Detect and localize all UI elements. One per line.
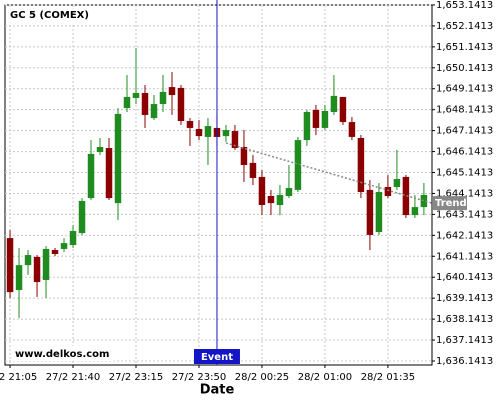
x-tick-label: 28/2 00:25 [235,372,289,383]
candle-body [87,153,95,199]
trend-label: Trend [435,198,467,209]
y-tick-label: 1,647.1413 [436,126,493,137]
candle-body [222,130,230,137]
x-tick-label: 27/2 23:15 [109,372,163,383]
x-tick-label: 27/2 21:40 [46,372,100,383]
candle-body [303,112,311,141]
candle-body [78,201,86,234]
title-box [7,7,93,23]
y-tick-label: 1,651.1413 [436,42,493,53]
y-tick-label: 1,646.1413 [436,147,493,158]
candle-body [105,148,113,199]
candle-body [294,140,302,190]
candle-body [240,146,248,165]
y-tick-label: 1,637.1413 [436,335,493,346]
event-label-box [193,349,240,364]
x-tick-label: 28/2 01:35 [361,372,415,383]
candle-body [348,122,356,137]
candle-body [330,95,338,113]
y-tick-label: 1,636.1413 [436,356,493,367]
x-tick-label: 28/2 01:00 [298,372,352,383]
y-tick-label: 1,641.1413 [436,251,493,262]
candle-body [321,110,329,128]
y-tick-label: 1,652.1413 [436,21,493,32]
candle-body [411,207,419,216]
watermark: www.delkos.com [15,349,109,360]
candle-body [357,137,365,193]
y-tick-label: 1,644.1413 [436,188,493,199]
candle-body [114,113,122,204]
candle-body [375,192,383,233]
candle-body [24,255,32,266]
y-tick-label: 1,643.1413 [436,209,493,220]
candle-body [60,243,68,249]
candle-body [276,194,284,205]
x-axis-title: Date [200,383,235,398]
y-tick-label: 1,639.1413 [436,293,493,304]
candle-body [141,92,149,115]
candle-body [96,146,104,153]
candle-body [186,121,194,128]
candle-body [402,176,410,216]
candle-body [159,91,167,105]
candle-body [384,186,392,196]
y-tick-label: 1,638.1413 [436,314,493,325]
candle-body [15,265,23,291]
x-tick-label: 27/2 21:05 [0,372,37,383]
candle-body [42,248,50,280]
candle-body [312,109,320,128]
candle-body [267,195,275,204]
candle-body [168,87,176,96]
candle-body [366,189,374,235]
y-tick-label: 1,648.1413 [436,105,493,116]
candle-body [132,92,140,98]
candle-body [195,128,203,137]
candle-body [285,188,293,196]
candle-body [249,162,257,178]
y-tick-label: 1,642.1413 [436,230,493,241]
y-tick-label: 1,650.1413 [436,63,493,74]
candle-body [177,87,185,122]
candle-body [204,126,212,137]
watermark-box [12,346,114,361]
candle-body [6,238,14,293]
candle-body [339,96,347,123]
y-tick-label: 1,653.1413 [436,0,493,11]
candle-body [420,194,428,208]
candle-body [231,131,239,149]
candle-body [123,96,131,109]
y-tick-label: 1,640.1413 [436,272,493,283]
candle-body [258,176,266,205]
candle-body [51,250,59,255]
x-tick-label: 27/2 23:50 [172,372,226,383]
event-label: Event [201,352,233,363]
y-tick-label: 1,649.1413 [436,84,493,95]
candle-body [69,230,77,245]
candle-body [150,104,158,119]
y-tick-label: 1,645.1413 [436,168,493,179]
candle-body [33,256,41,283]
candle-body [393,179,401,187]
chart-title: GC 5 (COMEX) [10,10,89,21]
trend-label-box [433,196,467,211]
